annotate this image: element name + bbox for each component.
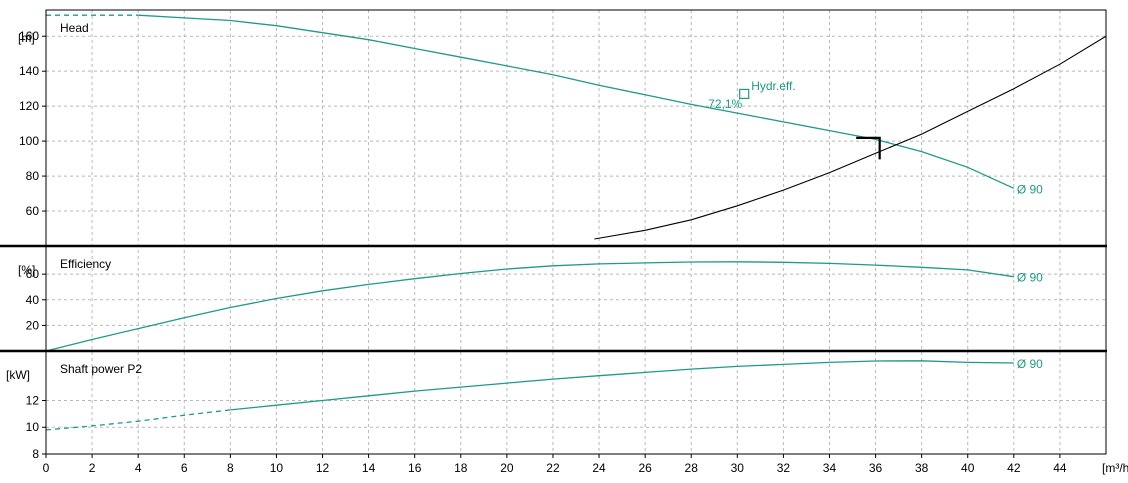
y-unit-label: [m] [18,31,35,45]
x-tick-label: 24 [592,461,606,475]
plot-frame [45,9,1107,455]
series-line-dashed-power [46,409,231,431]
x-tick-label: 12 [316,461,330,475]
x-tick-label: 2 [89,461,96,475]
x-tick-label: 40 [961,461,975,475]
y-tick-label: 10 [26,420,40,434]
efficiency-value-label: 72,1% [708,97,742,111]
curve-diameter-label: Ø 90 [1017,182,1043,196]
panel-title: Head [60,21,89,35]
x-tick-label: 28 [685,461,699,475]
x-tick-label: 32 [777,461,791,475]
x-tick-label: 22 [546,461,560,475]
y-tick-label: 60 [26,267,40,281]
series-line-head [138,14,1015,189]
panel-title: Shaft power P2 [60,362,142,376]
x-tick-label: 42 [1007,461,1021,475]
x-tick-label: 0 [43,461,50,475]
x-tick-label: 20 [500,461,514,475]
x-tick-label: 14 [362,461,376,475]
x-tick-label: 30 [731,461,745,475]
y-tick-label: 40 [26,293,40,307]
efficiency-marker [739,88,750,100]
y-tick-label: 80 [26,169,40,183]
x-tick-label: 10 [270,461,284,475]
y-tick-label: 12 [26,393,40,407]
x-tick-label: 36 [869,461,883,475]
y-tick-label: 20 [26,318,40,332]
x-tick-label: 6 [181,461,188,475]
x-tick-label: 8 [227,461,234,475]
y-tick-label: 120 [19,99,39,113]
hydr-eff-label: Hydr.eff. [751,79,795,93]
panel-title: Efficiency [60,257,111,271]
y-tick-label: 160 [19,29,39,43]
x-tick-label: 38 [915,461,929,475]
y-tick-label: 60 [26,204,40,218]
y-unit-label: [%] [18,263,35,277]
system-curve-line [594,35,1106,240]
x-tick-label: 4 [135,461,142,475]
series-line-efficiency [46,261,1014,351]
x-tick-label: 16 [408,461,422,475]
curve-diameter-label: Ø 90 [1017,357,1043,371]
y-tick-label: 100 [19,134,39,148]
x-tick-label: 26 [638,461,652,475]
x-tick-label: 18 [454,461,468,475]
curve-diameter-label: Ø 90 [1017,271,1043,285]
x-tick-label: 34 [823,461,837,475]
x-unit-label: [m³/h] [1102,461,1128,475]
y-unit-label: [kW] [6,368,30,382]
y-tick-label: 140 [19,64,39,78]
grid-layer [46,10,1106,454]
y-tick-label: 8 [32,447,39,461]
series-line-power [230,360,1014,411]
frame-layer [0,9,1107,458]
x-tick-label: 44 [1053,461,1067,475]
curve-layer [46,14,1106,431]
duty-point-marker [856,136,881,160]
